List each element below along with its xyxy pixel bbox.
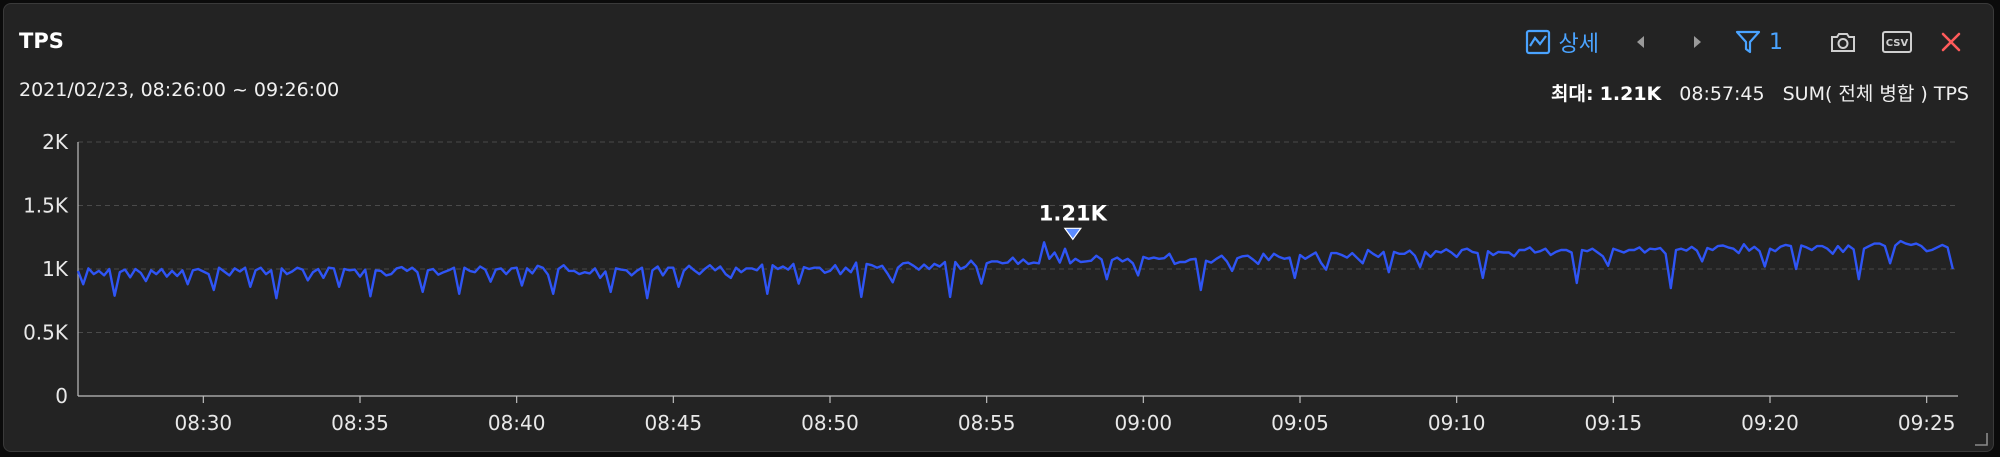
max-summary: 최대: 1.21K	[1551, 79, 1661, 106]
csv-export-button[interactable]: CSV	[1879, 24, 1915, 60]
detail-button[interactable]: 상세	[1525, 26, 1599, 58]
tps-chart-panel: TPS 2021/02/23, 08:26:00 ~ 09:26:00 상세 1	[3, 3, 1994, 452]
screenshot-button[interactable]	[1825, 24, 1861, 60]
line-chart-icon	[1525, 29, 1550, 55]
filter-count: 1	[1769, 29, 1783, 55]
max-info: 최대: 1.21K 08:57:45 SUM( 전체 병합 ) TPS	[1551, 79, 1969, 106]
max-time: 08:57:45	[1679, 83, 1765, 105]
max-value: 1.21K	[1599, 83, 1662, 105]
metric-name: SUM( 전체 병합 ) TPS	[1782, 83, 1969, 105]
filter-button[interactable]: 1	[1735, 29, 1783, 55]
resize-handle-icon[interactable]	[1973, 431, 1989, 447]
filter-icon	[1735, 30, 1761, 54]
csv-label: CSV	[1886, 38, 1909, 49]
close-icon	[1941, 32, 1961, 52]
csv-icon: CSV	[1882, 31, 1912, 53]
chevron-left-icon	[1637, 36, 1644, 48]
detail-label: 상세	[1558, 32, 1599, 57]
close-button[interactable]	[1933, 24, 1969, 60]
panel-title: TPS	[19, 29, 64, 53]
prev-button[interactable]	[1623, 24, 1659, 60]
chevron-right-icon	[1694, 36, 1701, 48]
max-prefix: 최대:	[1551, 83, 1594, 105]
next-button[interactable]	[1679, 24, 1715, 60]
camera-icon	[1831, 33, 1855, 52]
panel-toolbar: 상세 1 CSV	[1525, 22, 1969, 62]
time-range: 2021/02/23, 08:26:00 ~ 09:26:00	[19, 79, 340, 101]
